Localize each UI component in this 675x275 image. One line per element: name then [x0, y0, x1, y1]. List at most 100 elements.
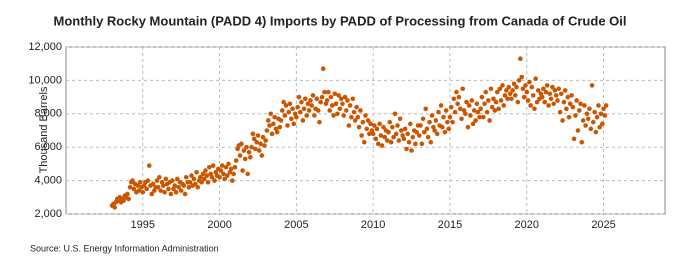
data-point — [263, 138, 268, 143]
data-point — [450, 119, 455, 125]
data-point — [282, 113, 288, 118]
data-point — [587, 106, 592, 112]
data-point — [546, 103, 551, 108]
data-point — [200, 171, 206, 177]
data-point — [351, 109, 357, 115]
data-point — [187, 179, 193, 185]
data-point — [455, 101, 460, 107]
data-point — [404, 146, 409, 152]
data-point — [466, 103, 472, 108]
data-point — [354, 104, 359, 110]
data-point — [518, 56, 523, 61]
data-point — [602, 113, 608, 118]
data-point — [335, 111, 340, 117]
data-point — [593, 129, 599, 135]
data-point — [405, 131, 411, 137]
data-point — [372, 123, 377, 128]
data-point — [328, 94, 334, 100]
data-point — [584, 111, 590, 117]
data-point — [194, 169, 199, 175]
data-point — [326, 89, 331, 95]
data-point — [514, 84, 519, 90]
data-point — [566, 114, 572, 120]
data-point — [305, 101, 311, 107]
data-point — [406, 139, 412, 145]
data-point — [438, 103, 444, 108]
data-point — [121, 198, 126, 203]
data-point — [521, 94, 527, 100]
data-point — [269, 131, 275, 137]
data-point — [368, 121, 373, 127]
data-point — [527, 79, 532, 85]
data-point — [410, 134, 416, 140]
data-point — [160, 183, 166, 188]
data-point — [271, 121, 276, 127]
data-point — [166, 186, 171, 192]
data-point — [222, 176, 227, 182]
data-point — [265, 118, 271, 123]
data-point — [289, 116, 294, 122]
data-point — [370, 131, 376, 137]
data-point — [573, 113, 578, 118]
x-tick-label: 2000 — [207, 219, 231, 231]
data-point — [378, 133, 384, 138]
data-point — [193, 181, 198, 187]
data-point — [137, 179, 143, 185]
chart-title: Monthly Rocky Mountain (PADD 4) Imports … — [53, 13, 626, 28]
data-point — [154, 178, 160, 183]
data-point — [516, 78, 522, 83]
data-point — [409, 148, 414, 153]
data-point — [358, 108, 363, 113]
data-point — [149, 191, 155, 197]
data-point — [386, 129, 391, 135]
data-point — [534, 99, 540, 105]
data-point — [447, 114, 453, 120]
data-point — [291, 121, 297, 127]
data-point — [203, 168, 208, 173]
data-point — [131, 186, 137, 192]
data-point — [500, 83, 505, 88]
data-point — [195, 184, 201, 190]
data-point — [210, 163, 216, 168]
data-point — [491, 96, 496, 102]
data-point — [361, 139, 367, 145]
data-point — [255, 133, 261, 138]
data-point — [157, 174, 162, 180]
data-point — [477, 114, 482, 120]
data-point — [416, 133, 422, 138]
data-point — [544, 83, 550, 88]
data-point — [484, 109, 490, 115]
data-point — [176, 184, 181, 190]
data-point — [198, 174, 203, 180]
data-point — [504, 88, 509, 93]
data-point — [479, 94, 485, 100]
data-point — [465, 124, 471, 130]
y-tick-label: 12,000 — [28, 41, 62, 53]
data-point — [168, 191, 174, 197]
data-point — [561, 99, 567, 105]
data-point — [285, 123, 290, 128]
data-point — [205, 179, 211, 185]
data-point — [382, 134, 387, 140]
data-point — [223, 164, 229, 170]
data-point — [178, 188, 184, 193]
data-point — [471, 108, 477, 113]
data-point — [598, 111, 604, 117]
x-tick-label: 2020 — [515, 219, 539, 231]
data-point — [436, 109, 441, 115]
data-point — [524, 89, 530, 95]
data-point — [163, 176, 169, 182]
data-point — [576, 108, 582, 113]
data-point — [474, 101, 480, 107]
data-point — [463, 111, 468, 117]
data-point — [327, 108, 333, 113]
data-point — [310, 93, 316, 98]
data-point — [569, 93, 574, 98]
data-point — [556, 86, 562, 92]
data-point — [340, 101, 345, 107]
data-point — [511, 81, 517, 87]
data-point — [507, 91, 513, 97]
data-point — [201, 176, 207, 182]
data-point — [470, 121, 476, 127]
data-point — [492, 108, 498, 113]
